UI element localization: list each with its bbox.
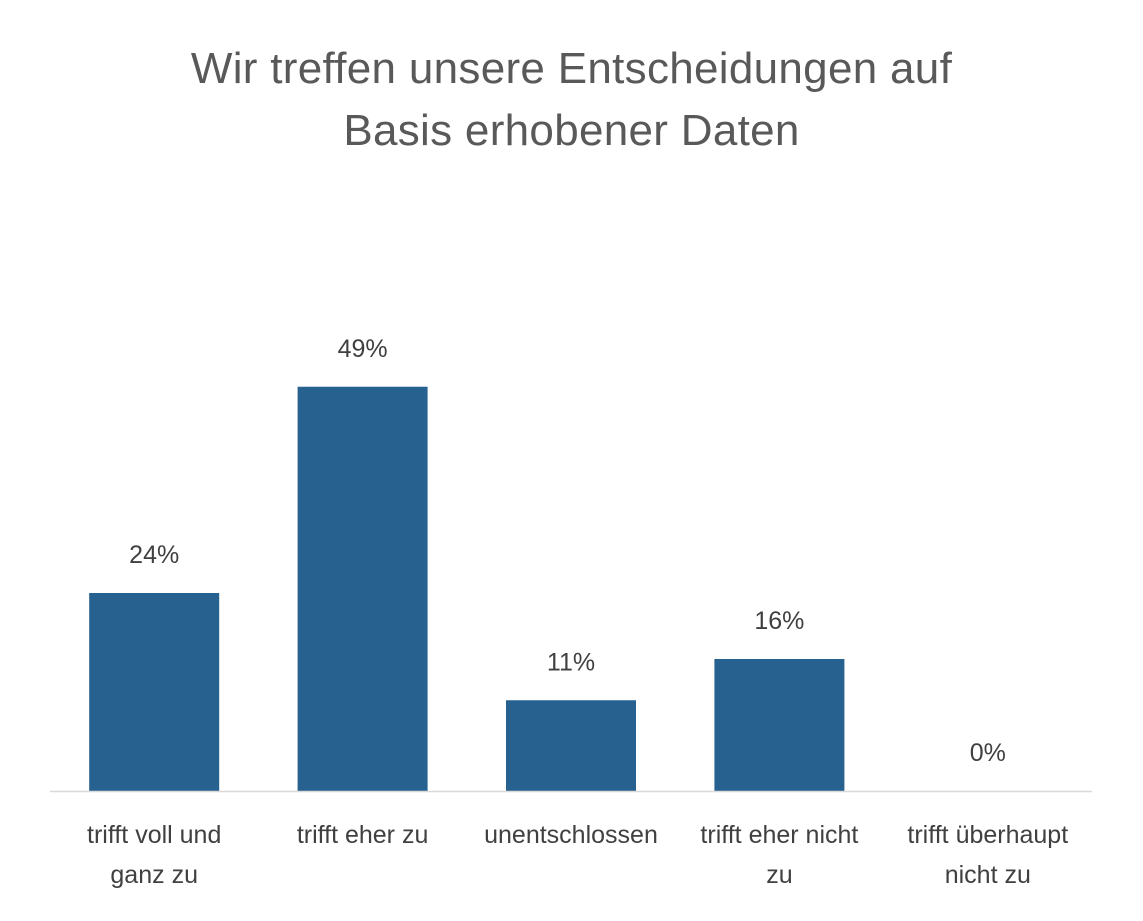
value-label-1: 24% — [129, 541, 179, 569]
value-label-4: 16% — [754, 607, 804, 635]
chart-title: Wir treffen unsere Entscheidungen auf Ba… — [0, 38, 1143, 162]
value-label-2: 49% — [338, 335, 388, 363]
bar-4 — [714, 659, 845, 791]
category-labels-group: trifft voll und ganz zu trifft eher zu unen… — [87, 821, 1068, 889]
category-label-3: unentschlossen — [484, 821, 658, 849]
bar-2 — [297, 386, 428, 791]
chart-title-line-2: Basis erhobener Daten — [343, 106, 800, 155]
chart-title-line-1: Wir treffen unsere Entscheidungen auf — [190, 44, 953, 93]
category-label-line: trifft eher nicht — [700, 821, 858, 849]
category-label-line: unentschlossen — [484, 821, 658, 849]
bar-3 — [506, 700, 636, 791]
category-label-5: trifft überhaupt nicht zu — [907, 821, 1068, 889]
category-label-4: trifft eher nicht zu — [700, 821, 858, 889]
category-label-line: zu — [766, 861, 792, 889]
category-label-line: nicht zu — [945, 861, 1031, 889]
category-label-line: ganz zu — [110, 861, 198, 889]
category-label-2: trifft eher zu — [297, 821, 429, 849]
category-label-line: trifft überhaupt — [907, 821, 1068, 849]
value-labels-group: 24% 49% 11% 16% 0% — [129, 335, 1006, 767]
value-label-3: 11% — [547, 648, 595, 676]
category-label-line: trifft eher zu — [297, 821, 429, 849]
category-label-1: trifft voll und ganz zu — [87, 821, 221, 889]
category-label-line: trifft voll und — [87, 821, 221, 849]
bars-group — [89, 386, 845, 791]
value-label-5: 0% — [970, 739, 1006, 767]
bar-1 — [89, 593, 220, 791]
